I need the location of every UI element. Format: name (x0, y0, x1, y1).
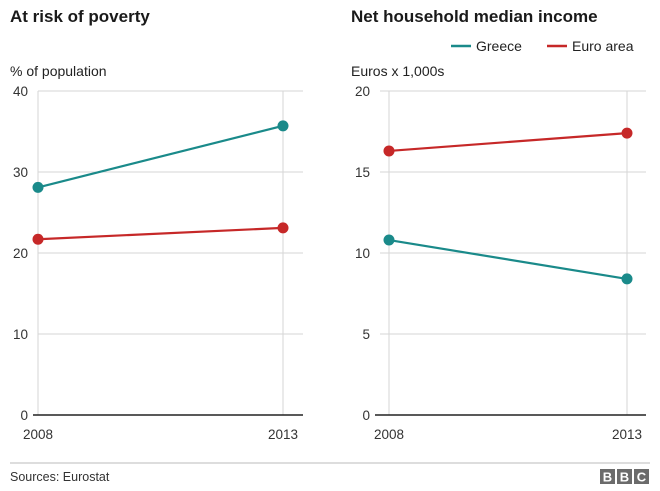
y-tick-label: 5 (362, 327, 370, 342)
y-tick-label: 20 (355, 84, 370, 99)
data-point-euro-area (383, 145, 395, 157)
bbc-logo-letter-2: B (620, 470, 629, 485)
series-line-euro-area (388, 132, 628, 153)
chart-2-plot: 0 5 10 15 20 2008 2013 (355, 84, 646, 442)
bbc-logo-box-1 (600, 469, 615, 484)
series-line-greece (37, 124, 284, 189)
x-tick-label: 2013 (612, 427, 642, 442)
data-point-euro-area (621, 127, 633, 139)
series-line-greece (388, 238, 628, 281)
data-point-euro-area (32, 233, 44, 245)
bbc-logo-box-3 (634, 469, 649, 484)
chart-1-ylabel: % of population (10, 63, 107, 79)
y-tick-label: 40 (13, 84, 28, 99)
y-tick-label: 10 (13, 327, 28, 342)
x-tick-label: 2008 (23, 427, 53, 442)
chart-2-ylabel: Euros x 1,000s (351, 63, 444, 79)
series-line-euro-area (37, 226, 284, 241)
legend: Greece Euro area (451, 38, 634, 54)
data-point-euro-area (277, 222, 289, 234)
x-tick-label: 2008 (374, 427, 404, 442)
chart-1-title: At risk of poverty (10, 7, 150, 26)
bbc-logo-letter-3: C (637, 470, 647, 485)
y-tick-label: 30 (13, 165, 28, 180)
y-tick-label: 10 (355, 246, 370, 261)
x-tick-label: 2013 (268, 427, 298, 442)
data-point-greece (277, 120, 289, 132)
data-point-greece (32, 181, 44, 193)
y-tick-label: 15 (355, 165, 370, 180)
source-note: Sources: Eurostat (10, 470, 110, 484)
bbc-logo-letter-1: B (603, 470, 612, 485)
chart-2-title: Net household median income (351, 7, 598, 26)
bbc-logo-box-2 (617, 469, 632, 484)
legend-label-greece: Greece (476, 38, 522, 54)
y-tick-label: 0 (20, 408, 28, 423)
y-tick-label: 20 (13, 246, 28, 261)
y-tick-label: 0 (362, 408, 370, 423)
bbc-logo: B B C (600, 469, 649, 485)
legend-label-euro-area: Euro area (572, 38, 634, 54)
data-point-greece (621, 273, 633, 285)
chart-1-plot: 0 10 20 30 40 2008 2013 (13, 84, 303, 442)
data-point-greece (383, 234, 395, 246)
